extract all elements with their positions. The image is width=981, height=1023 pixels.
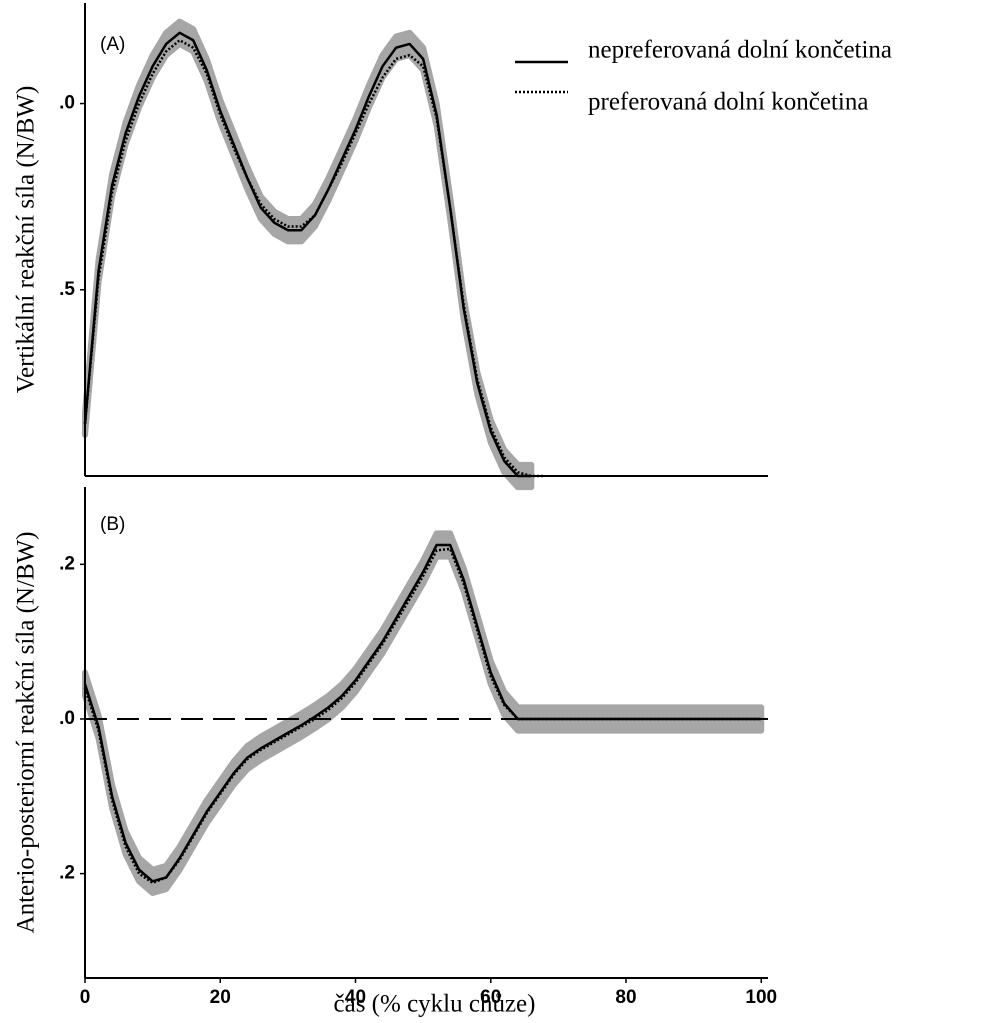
y-tick-label: .0: [59, 93, 75, 114]
y-axis-label: Anterio-posteriorní reakční síla (N/BW): [13, 532, 40, 934]
legend-label: nepreferovaná dolní končetina: [588, 37, 892, 64]
y-tick-label: .2: [59, 553, 75, 574]
series-line: [83, 547, 762, 885]
series-line: [83, 31, 532, 478]
x-tick-label: 20: [210, 987, 231, 1008]
sd-band: [82, 18, 535, 491]
x-tick-label: 0: [80, 987, 91, 1008]
legend-label: preferovaná dolní končetina: [588, 89, 868, 116]
y-tick-label: .5: [59, 279, 75, 300]
y-tick-label: .0: [59, 708, 75, 729]
series-line: [83, 38, 545, 478]
x-tick-label: 100: [745, 987, 777, 1008]
x-tick-label: 80: [615, 987, 636, 1008]
x-axis-label: čas (% cyklu chůze): [334, 991, 536, 1018]
y-axis-label: Vertikální reakční síla (N/BW): [13, 86, 40, 394]
x-tick-label: 60: [480, 987, 501, 1008]
panel-label: (B): [100, 514, 125, 535]
sd-band: [82, 530, 765, 896]
x-tick-label: 40: [345, 987, 366, 1008]
panel-label: (A): [100, 34, 125, 55]
y-tick-label: .2: [59, 863, 75, 884]
